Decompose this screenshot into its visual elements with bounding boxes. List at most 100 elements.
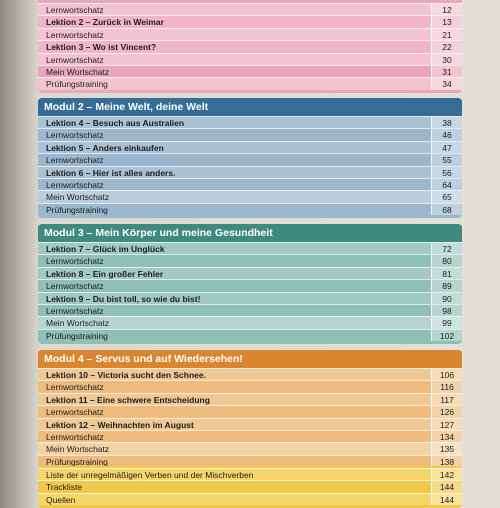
toc-row: Lernwortschatz 21 [38,27,462,41]
page-number: 21 [431,28,462,41]
entry-label: Mein Wortschatz [46,444,110,455]
entry-label: Lernwortschatz [46,382,104,393]
module-header: Modul 2 – Meine Welt, deine Welt [38,98,462,116]
page-number: 64 [431,179,462,191]
entry-label: Lernwortschatz [46,29,104,40]
page-number: 144 [431,481,462,493]
page-number: 80 [431,255,462,267]
entry-label: Lernwortschatz [46,432,104,442]
toc-row: Lernwortschatz 46 [38,128,462,141]
entry-label: Prüfungstraining [46,330,108,341]
toc-row: Mein Wortschatz 135 [38,442,462,455]
entry-label: Prüfungstraining [46,79,108,90]
entry-label: Lernwortschatz [46,256,104,267]
entry-label: Lernwortschatz [46,130,104,141]
entry-label: Lernwortschatz [46,281,104,292]
toc-section: Modul 2 – Meine Welt, deine Welt Lektion … [38,98,462,219]
page-number: 127 [431,418,462,430]
page-number: 116 [431,381,462,393]
page-number: 31 [431,66,462,78]
toc-row: Lektion 2 – Zurück in Weimar 13 [38,15,462,28]
entry-label: Lernwortschatz [46,180,104,190]
entry-label: Lektion 3 – Wo ist Vincent? [46,42,157,53]
toc-row: Prüfungstraining 138 [38,454,462,468]
toc-row: Lektion 4 – Besuch aus Australien 38 [38,116,462,129]
toc-row: Lektion 10 – Victoria sucht den Schnee. 1… [38,368,462,381]
toc-row: Lektion 7 – Glück im Unglück 72 [38,242,462,255]
toc-row: Lektion 12 – Weihnachten im August 127 [38,417,462,430]
page-number: 12 [431,4,462,16]
entry-label: Lektion 8 – Ein großer Fehler [46,268,164,279]
page-number: 117 [431,393,462,406]
toc-row: Trackliste 144 [38,480,462,493]
page-number: 90 [431,292,462,304]
entry-label: Lektion 4 – Besuch aus Australien [46,118,185,128]
toc-row: Liste der unregelmäßigen Verben und der … [38,468,462,481]
entry-label: Trackliste [46,482,83,493]
page-number: 81 [431,267,462,280]
page-number: 138 [431,455,462,468]
page-number: 46 [431,129,462,141]
page-number: 68 [431,203,462,216]
entry-label: Lektion 5 – Anders einkaufen [46,142,164,153]
page-number: 34 [431,78,462,90]
entry-label: Lektion 11 – Eine schwere Entscheidung [46,394,210,405]
toc-row: Lernwortschatz 80 [38,254,462,267]
page-number: 72 [431,243,462,255]
toc-row: Lernwortschatz 98 [38,304,462,317]
page-number: 135 [431,443,462,455]
toc-section: Modul 3 – Mein Körper und meine Gesundhe… [38,224,462,345]
toc-row: Prüfungstraining 68 [38,202,462,216]
entry-label: Lektion 10 – Victoria sucht den Schnee. [46,370,206,380]
toc-row: Lektion 5 – Anders einkaufen 47 [38,140,462,154]
entry-label: Lernwortschatz [46,5,104,15]
toc-row: Lernwortschatz 116 [38,380,462,393]
toc-row: Lektion 8 – Ein großer Fehler 81 [38,266,462,280]
toc-row: Mein Wortschatz 31 [38,65,462,78]
module-header: Modul 3 – Mein Körper und meine Gesundhe… [38,224,462,242]
page-number: 65 [431,191,462,203]
toc-row: Prüfungstraining 102 [38,328,462,342]
entry-label: Prüfungstraining [46,204,108,215]
toc-row: Lektion 11 – Eine schwere Entscheidung 11… [38,392,462,406]
toc-row: Lernwortschatz 64 [38,178,462,191]
toc-row: Lernwortschatz 134 [38,430,462,443]
page-number: 134 [431,431,462,443]
entry-label: Lernwortschatz [46,306,104,316]
toc-row: Lernwortschatz 89 [38,279,462,292]
page-number: 55 [431,154,462,166]
entry-label: Liste der unregelmäßigen Verben und der … [46,470,254,480]
toc-row: Lektion 3 – Wo ist Vincent? 22 [38,40,462,53]
page-number: 142 [431,469,462,481]
page-number: 47 [431,141,462,154]
toc-row: Lernwortschatz 12 [38,3,462,16]
toc-row: Lernwortschatz 55 [38,153,462,166]
entry-label: Lektion 7 – Glück im Unglück [46,244,165,254]
page-number: 98 [431,305,462,317]
toc-row: Lektion 6 – Hier ist alles anders. 56 [38,165,462,178]
entry-label: Lernwortschatz [46,155,104,166]
toc-row: Mein Wortschatz 65 [38,190,462,203]
module-header: Modul 4 – Servus und auf Wiedersehen! [38,350,462,368]
entry-label: Prüfungstraining [46,456,108,467]
entry-label: Lernwortschatz [46,54,104,65]
entry-label: Mein Wortschatz [46,318,110,329]
page-number: 22 [431,41,462,53]
entry-label: Quellen [46,494,76,505]
toc-row: Lernwortschatz 30 [38,52,462,65]
page-number: 126 [431,406,462,418]
entry-label: Lektion 12 – Weihnachten im August [46,419,194,430]
page-number: 144 [431,493,462,506]
page-number: 89 [431,280,462,292]
entry-label: Mein Wortschatz [46,67,110,77]
entry-label: Mein Wortschatz [46,192,110,203]
page-number: 13 [431,16,462,28]
entry-label: Lektion 6 – Hier ist alles anders. [46,167,176,178]
toc-section: Liste der unregelmäßigen Verben und der … [38,466,462,508]
entry-label: Lektion 9 – Du bist toll, so wie du bist… [46,293,201,304]
page-number: 102 [431,329,462,342]
entry-label: Lernwortschatz [46,407,104,418]
toc-row: Lernwortschatz 126 [38,405,462,418]
toc-row: Lektion 9 – Du bist toll, so wie du bist… [38,291,462,304]
